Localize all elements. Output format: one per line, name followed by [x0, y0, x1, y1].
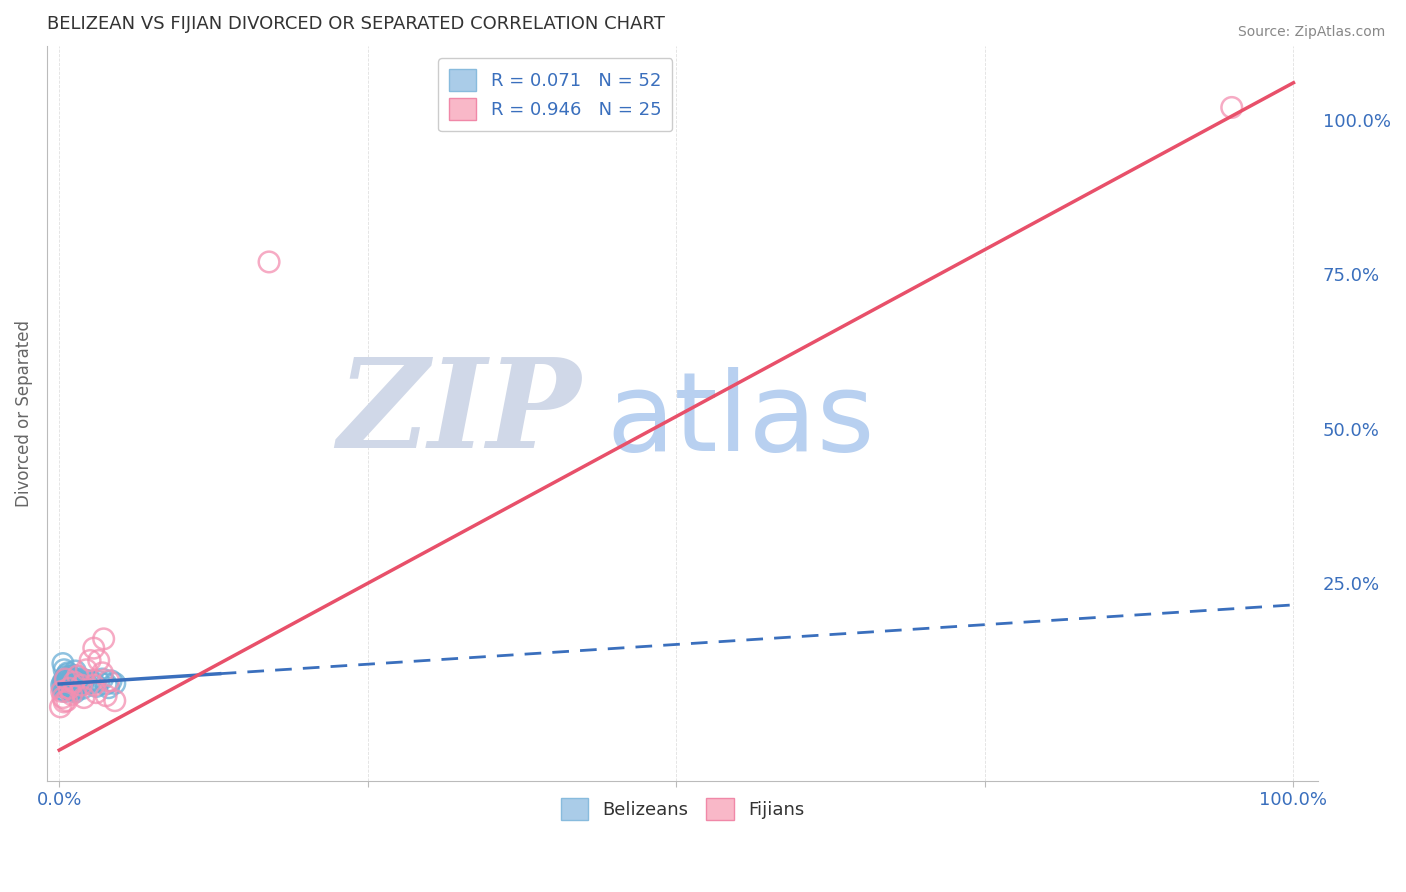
Point [51, 684, 73, 698]
Point [51, 678, 73, 692]
Point [72, 681, 94, 696]
Point [65, 681, 87, 696]
Point [55, 670, 77, 684]
Point [94, 689, 117, 703]
Point [65, 680, 87, 694]
Point [73, 673, 96, 687]
Point [52, 682, 75, 697]
Point [59, 680, 82, 694]
Point [60, 688, 83, 702]
Point [58, 674, 80, 689]
Point [104, 693, 127, 707]
Point [53, 673, 76, 688]
Point [55, 684, 77, 698]
Point [66, 669, 89, 683]
Point [62, 672, 84, 686]
Point [79, 673, 101, 688]
Point [65, 677, 87, 691]
Point [53, 695, 76, 709]
Point [257, 255, 280, 269]
Text: BELIZEAN VS FIJIAN DIVORCED OR SEPARATED CORRELATION CHART: BELIZEAN VS FIJIAN DIVORCED OR SEPARATED… [46, 15, 665, 33]
Point [87, 674, 110, 689]
Point [58, 669, 80, 683]
Point [65, 664, 87, 678]
Point [93, 632, 115, 646]
Point [55, 693, 77, 707]
Point [66, 674, 89, 689]
Point [83, 678, 105, 692]
Point [56, 678, 79, 692]
Point [83, 675, 105, 690]
Point [104, 676, 127, 690]
Point [73, 690, 96, 705]
Point [70, 677, 93, 691]
Point [55, 667, 77, 681]
Point [97, 673, 120, 688]
Point [70, 678, 93, 692]
Point [52, 657, 75, 671]
Point [84, 685, 107, 699]
Point [52, 690, 75, 705]
Point [91, 665, 114, 680]
Point [79, 653, 101, 667]
Point [58, 681, 80, 696]
Point [58, 681, 80, 696]
Text: ZIP: ZIP [337, 352, 581, 474]
Point [97, 681, 120, 695]
Point [60, 680, 83, 694]
Y-axis label: Divorced or Separated: Divorced or Separated [15, 320, 32, 507]
Point [62, 675, 84, 690]
Point [63, 683, 86, 698]
Point [63, 672, 86, 686]
Point [55, 681, 77, 696]
Point [67, 675, 90, 690]
Point [62, 681, 84, 695]
Point [56, 665, 79, 680]
Point [75, 663, 97, 677]
Point [60, 682, 83, 697]
Point [60, 677, 83, 691]
Point [53, 680, 76, 694]
Point [55, 672, 77, 686]
Point [55, 672, 77, 686]
Point [83, 641, 105, 656]
Point [52, 675, 75, 690]
Point [55, 676, 77, 690]
Point [87, 653, 110, 667]
Point [56, 680, 79, 694]
Point [59, 676, 82, 690]
Point [65, 685, 87, 699]
Point [100, 673, 122, 688]
Point [94, 677, 117, 691]
Legend: Belizeans, Fijians: Belizeans, Fijians [554, 790, 811, 827]
Point [84, 680, 107, 694]
Point [75, 676, 97, 690]
Point [91, 672, 114, 686]
Point [49, 699, 72, 714]
Text: atlas: atlas [606, 368, 875, 475]
Point [63, 675, 86, 690]
Point [65, 672, 87, 686]
Text: Source: ZipAtlas.com: Source: ZipAtlas.com [1237, 25, 1385, 39]
Point [59, 673, 82, 688]
Point [53, 663, 76, 677]
Point [1220, 100, 1243, 114]
Point [63, 668, 86, 682]
